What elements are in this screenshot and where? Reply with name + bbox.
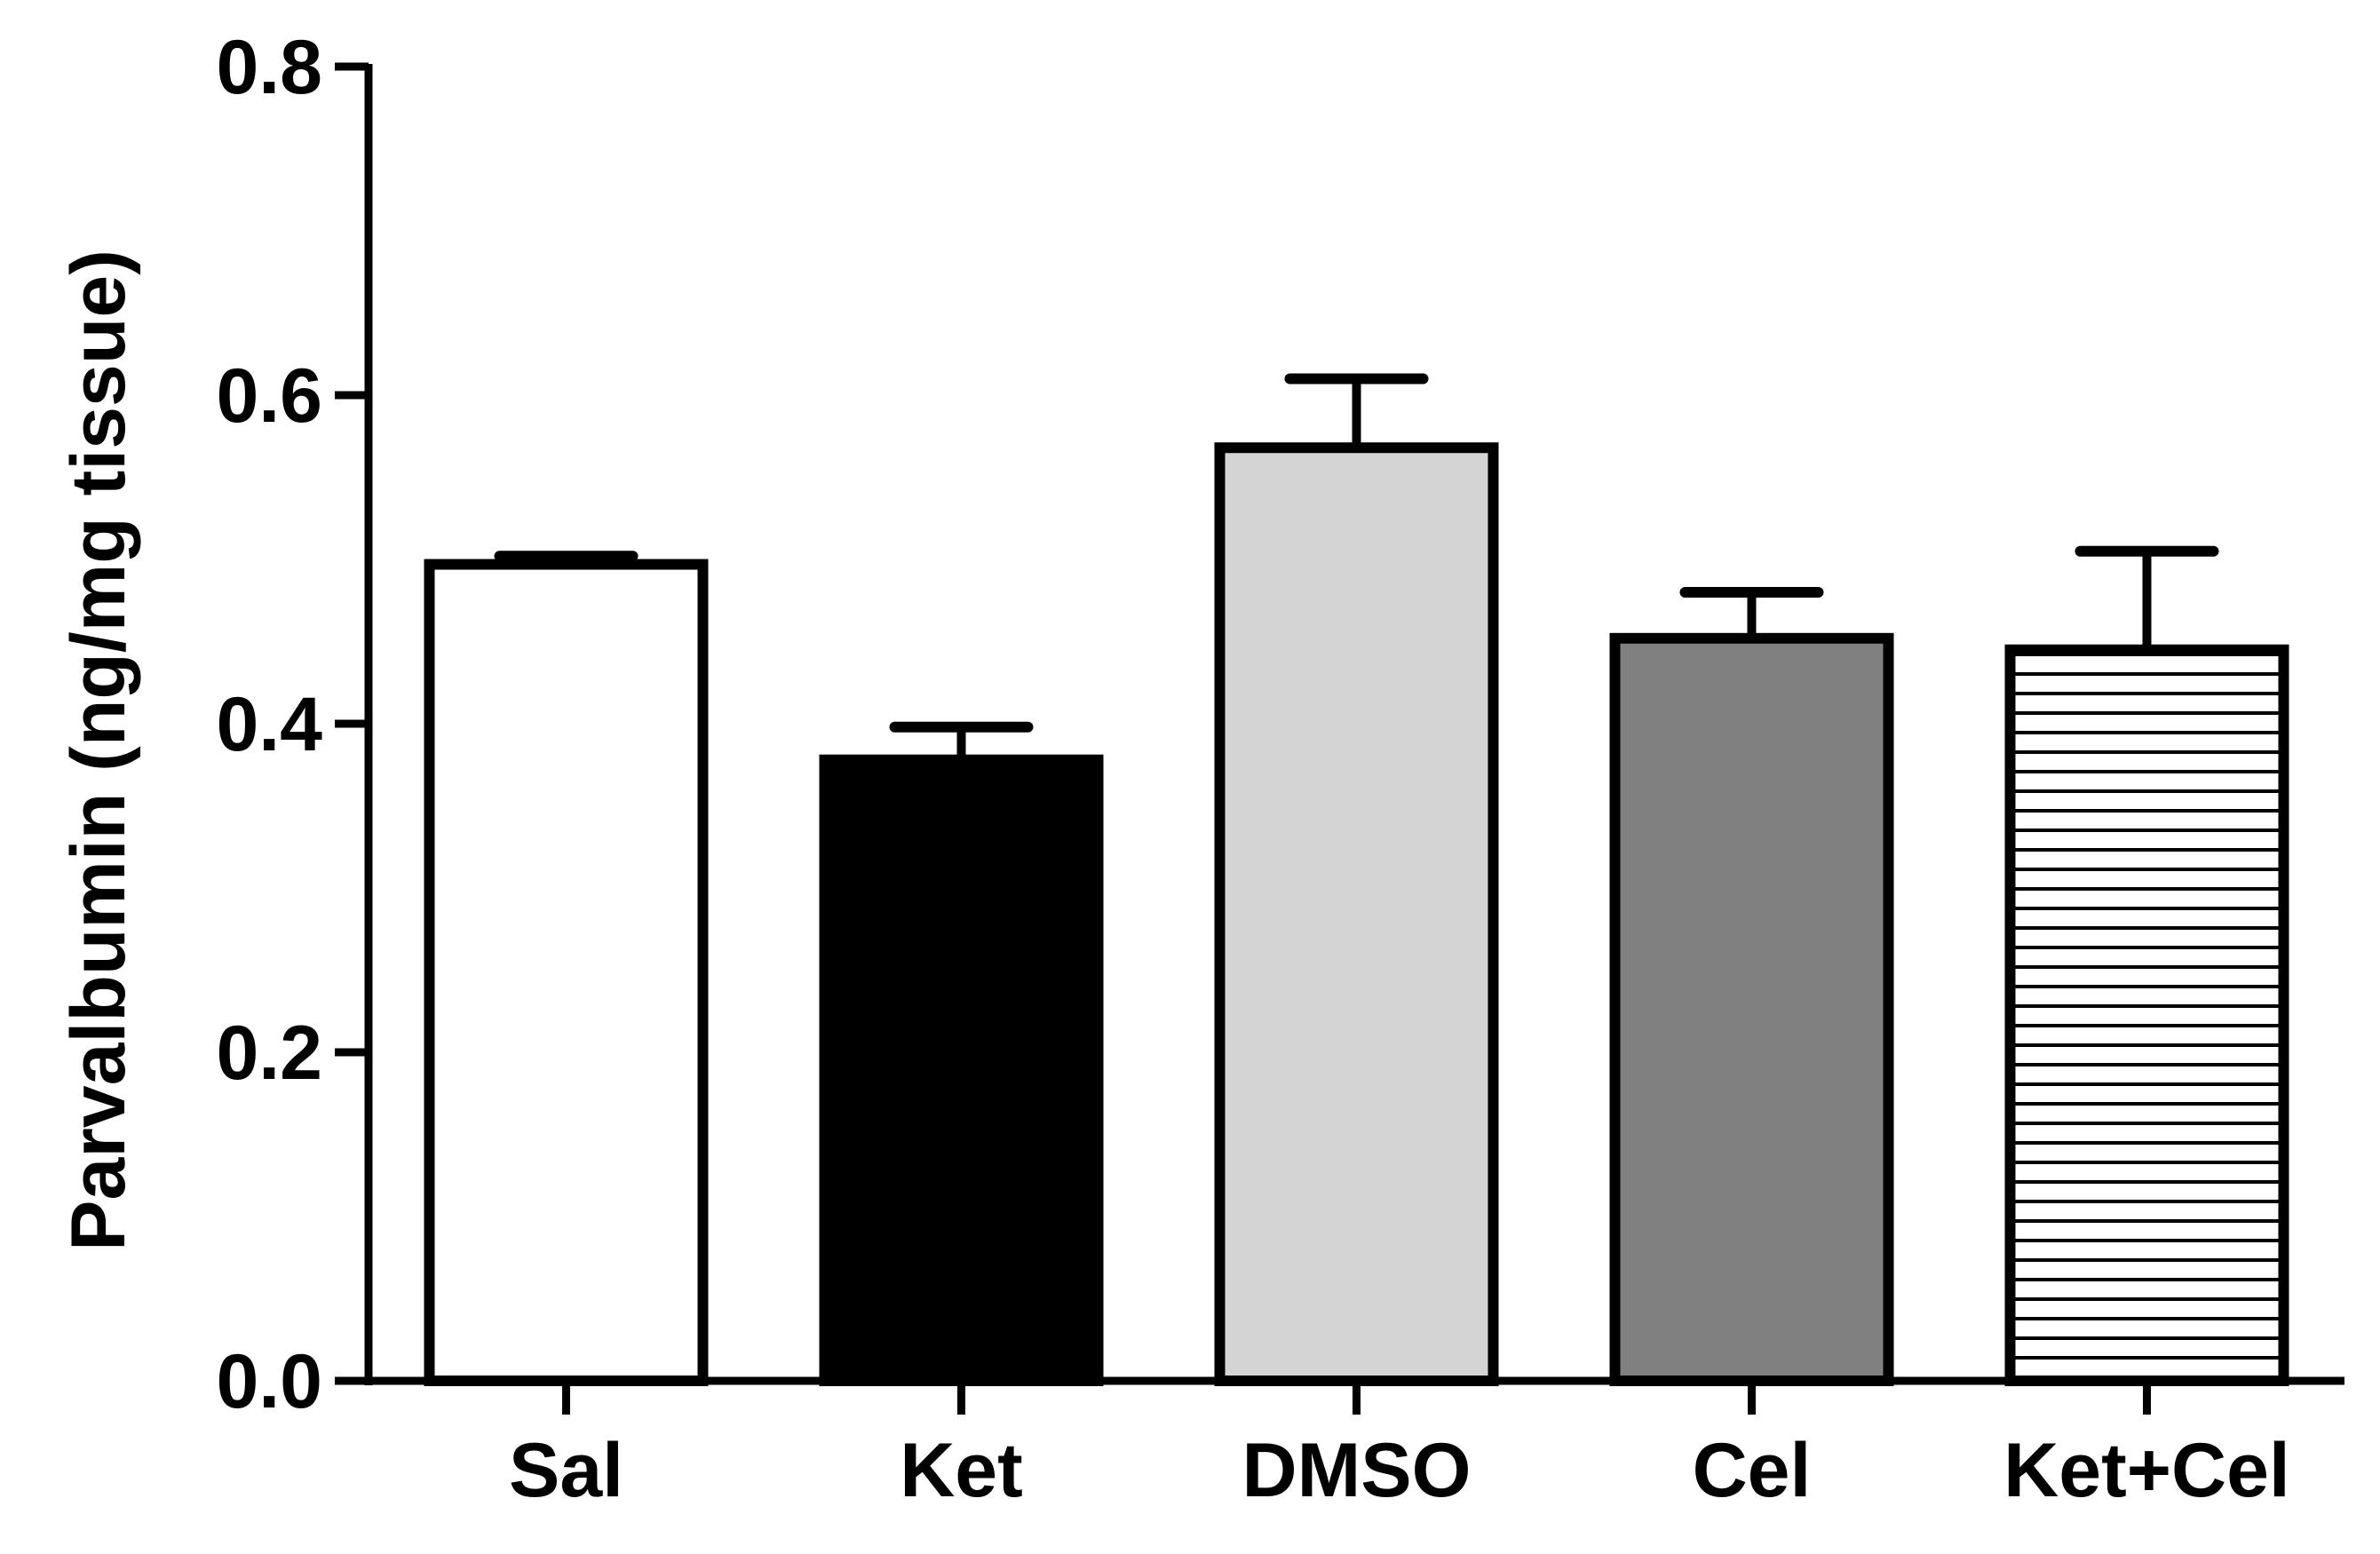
x-tick-label: Cel <box>1693 1428 1812 1513</box>
x-tick-label: DMSO <box>1242 1428 1472 1513</box>
y-tick-label: 0.0 <box>216 1339 322 1424</box>
bar-cel <box>1609 632 1894 1386</box>
error-bar <box>1679 587 1824 638</box>
y-tick-label: 0.6 <box>216 353 322 439</box>
y-tick-label: 0.8 <box>216 25 322 110</box>
y-axis-title: Parvalbumin (ng/mg tissue) <box>56 250 141 1251</box>
x-tick-label: Ket+Cel <box>2003 1428 2290 1513</box>
error-bar <box>2075 545 2219 650</box>
bar-dmso <box>1214 442 1499 1387</box>
bars <box>424 373 2289 1387</box>
y-tick-label: 0.2 <box>216 1011 322 1096</box>
error-bar <box>889 721 1034 760</box>
bar-ket <box>819 754 1104 1386</box>
x-tick-label: Sal <box>509 1428 623 1513</box>
x-tick-label: Ket <box>900 1428 1023 1513</box>
y-axis: 0.0 0.2 0.4 0.6 0.8 <box>216 25 373 1424</box>
bar-sal <box>424 559 709 1386</box>
x-axis: Sal Ket DMSO Cel Ket+Cel <box>365 1376 2344 1513</box>
y-tick-label: 0.4 <box>216 682 322 767</box>
bar-ket-cel <box>2004 644 2289 1386</box>
error-bar <box>1284 373 1429 448</box>
